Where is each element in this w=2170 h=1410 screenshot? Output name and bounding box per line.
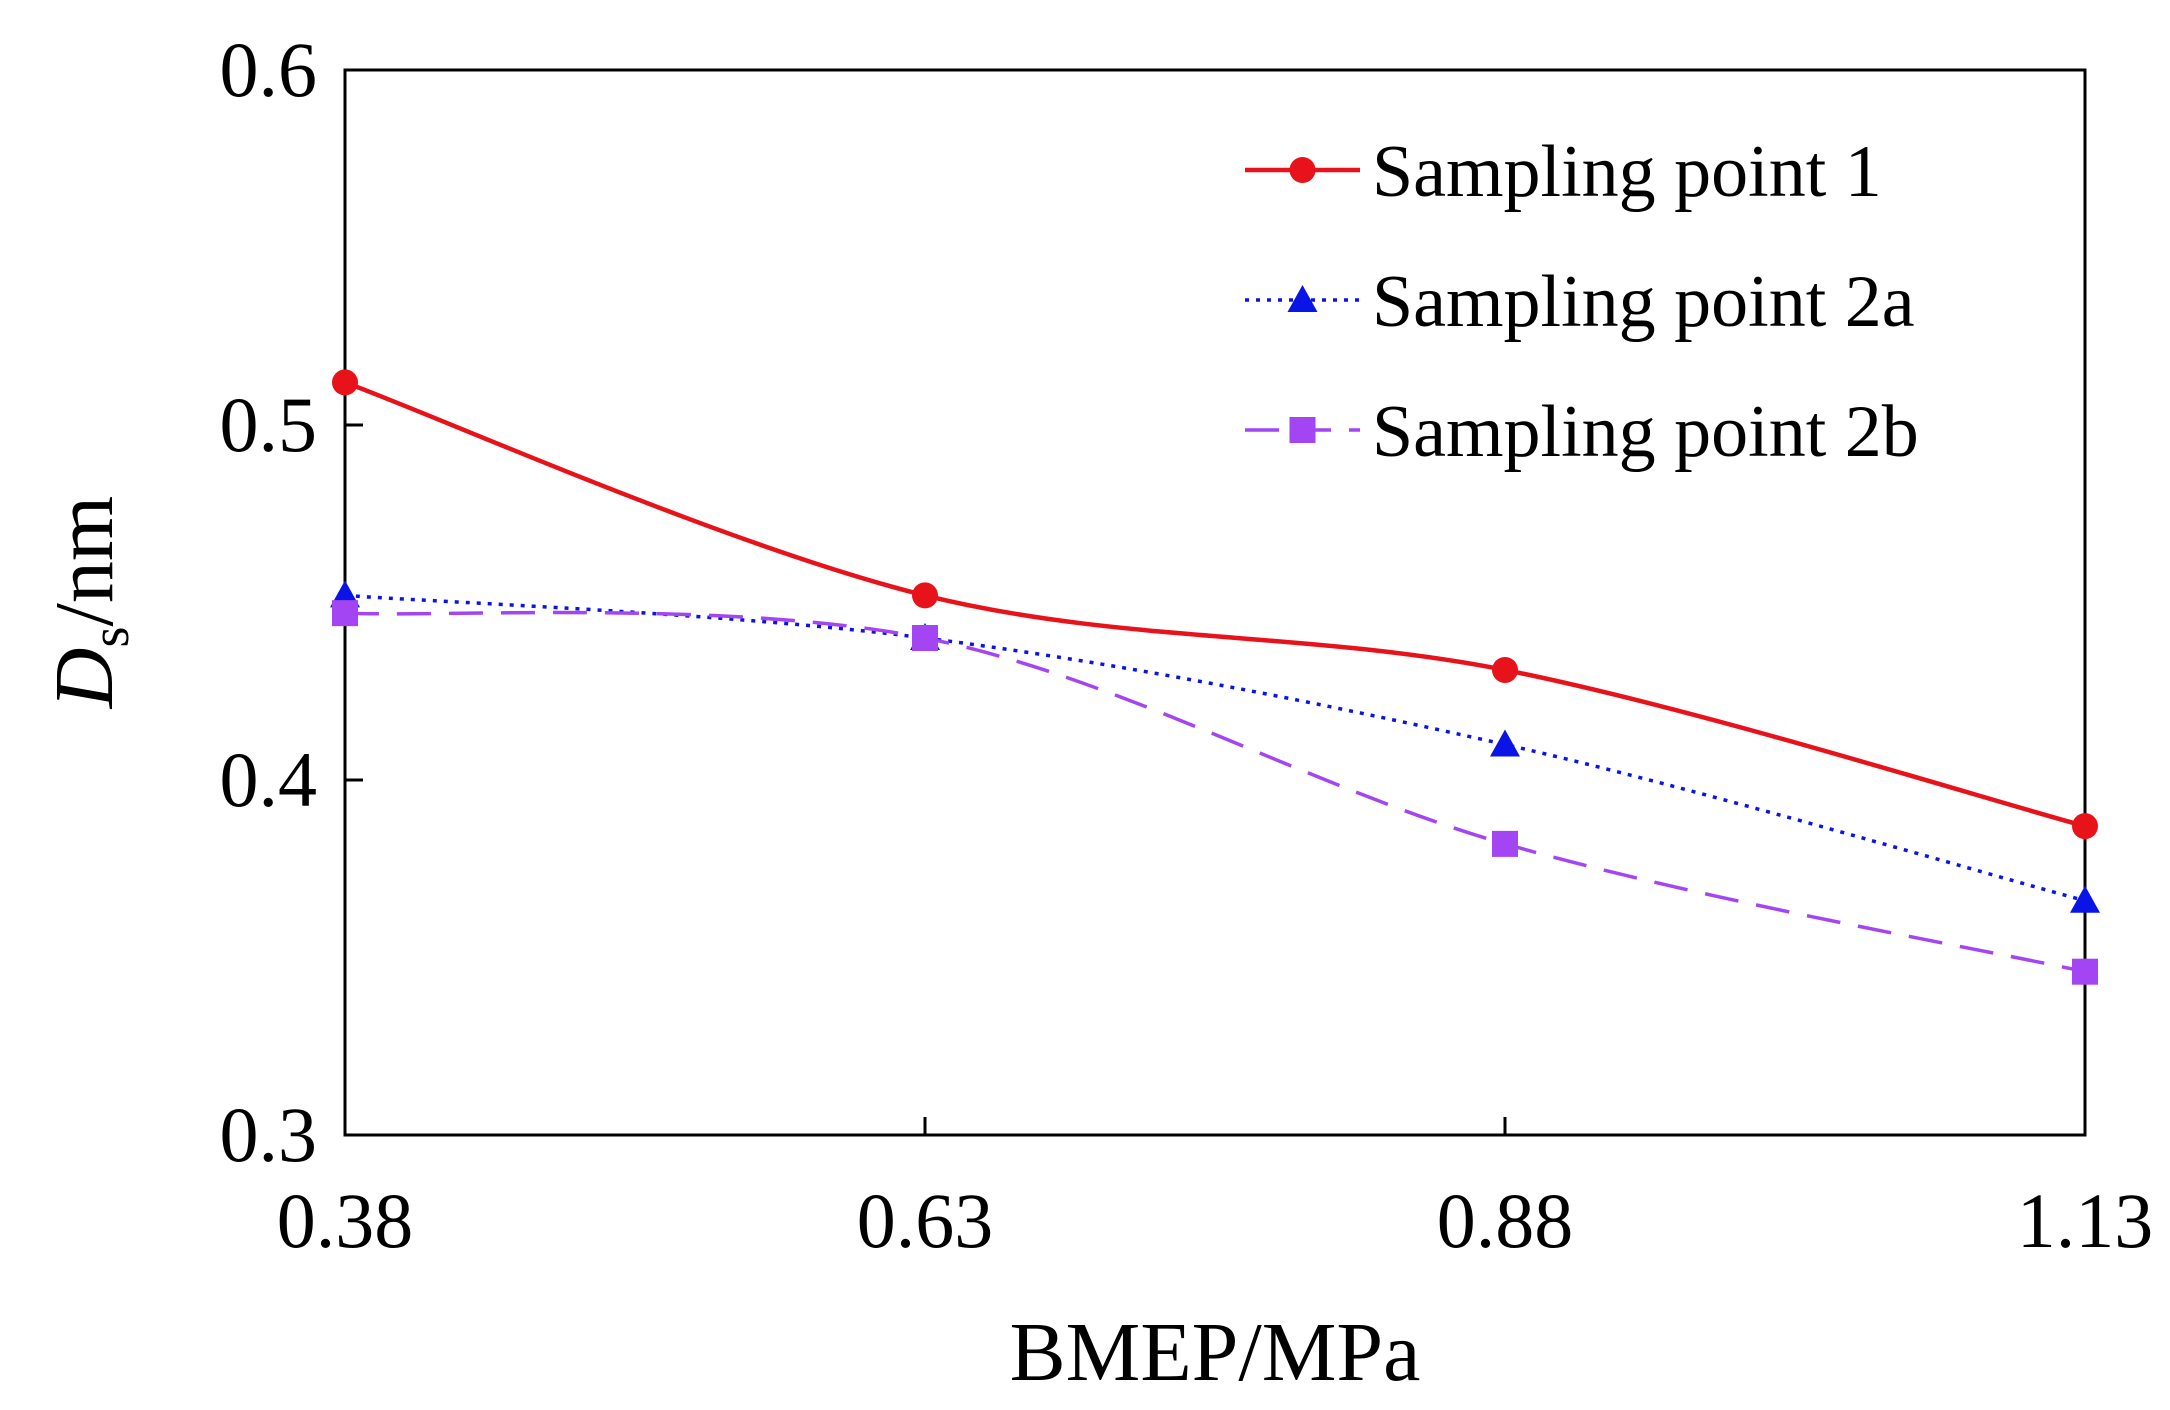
y-axis-label-suffix: /nm [38, 496, 131, 627]
legend-item: Sampling point 1 [1245, 131, 1882, 213]
data-point-square [2072, 958, 2098, 985]
x-tick-label: 1.13 [2017, 1177, 2154, 1264]
x-tick-label: 0.38 [277, 1177, 414, 1264]
x-tick-label: 0.88 [1437, 1177, 1574, 1264]
data-point-circle [912, 582, 938, 609]
data-point-triangle [2070, 885, 2100, 913]
data-point-circle [2072, 813, 2098, 840]
series-1 [332, 369, 2098, 840]
x-axis-ticks: 0.38 0.63 0.88 1.13 [277, 1117, 2154, 1264]
series-line [344, 610, 2086, 974]
series-2 [330, 580, 2100, 913]
series-3 [332, 600, 2098, 985]
series-line [344, 380, 2086, 829]
legend-label: Sampling point 1 [1372, 131, 1882, 213]
y-tick-label: 0.4 [220, 736, 318, 823]
x-axis-label: BMEP/MPa [1010, 1306, 1421, 1399]
legend-label: Sampling point 2a [1372, 261, 1915, 343]
y-axis-label: Ds/nm [38, 496, 140, 709]
y-axis-label-sub: s [80, 627, 140, 648]
legend-label: Sampling point 2b [1372, 391, 1919, 473]
y-tick-label: 0.5 [220, 381, 318, 468]
y-tick-label: 0.6 [220, 26, 318, 113]
data-point-square [332, 600, 358, 627]
data-point-square [912, 625, 938, 651]
x-tick-label: 0.63 [857, 1177, 994, 1264]
legend-item: Sampling point 2b [1245, 391, 1919, 473]
data-point-square [1492, 830, 1518, 857]
data-point-circle [1492, 656, 1518, 683]
data-point-triangle [1490, 729, 1520, 757]
legend-item: Sampling point 2a [1245, 261, 1915, 343]
legend-marker-square [1289, 417, 1316, 443]
y-axis-label-main: D [38, 648, 131, 710]
data-point-circle [332, 369, 358, 396]
y-axis-ticks: 0.3 0.4 0.5 0.6 [220, 26, 363, 1178]
legend-marker-triangle [1287, 285, 1318, 312]
y-tick-label: 0.3 [220, 1091, 318, 1178]
series-line [344, 593, 2086, 903]
plot-frame [343, 68, 2087, 1137]
legend: Sampling point 1 Sampling point 2a Samplin… [1245, 131, 1919, 473]
legend-marker-circle [1289, 157, 1316, 183]
series-layer [330, 369, 2100, 985]
